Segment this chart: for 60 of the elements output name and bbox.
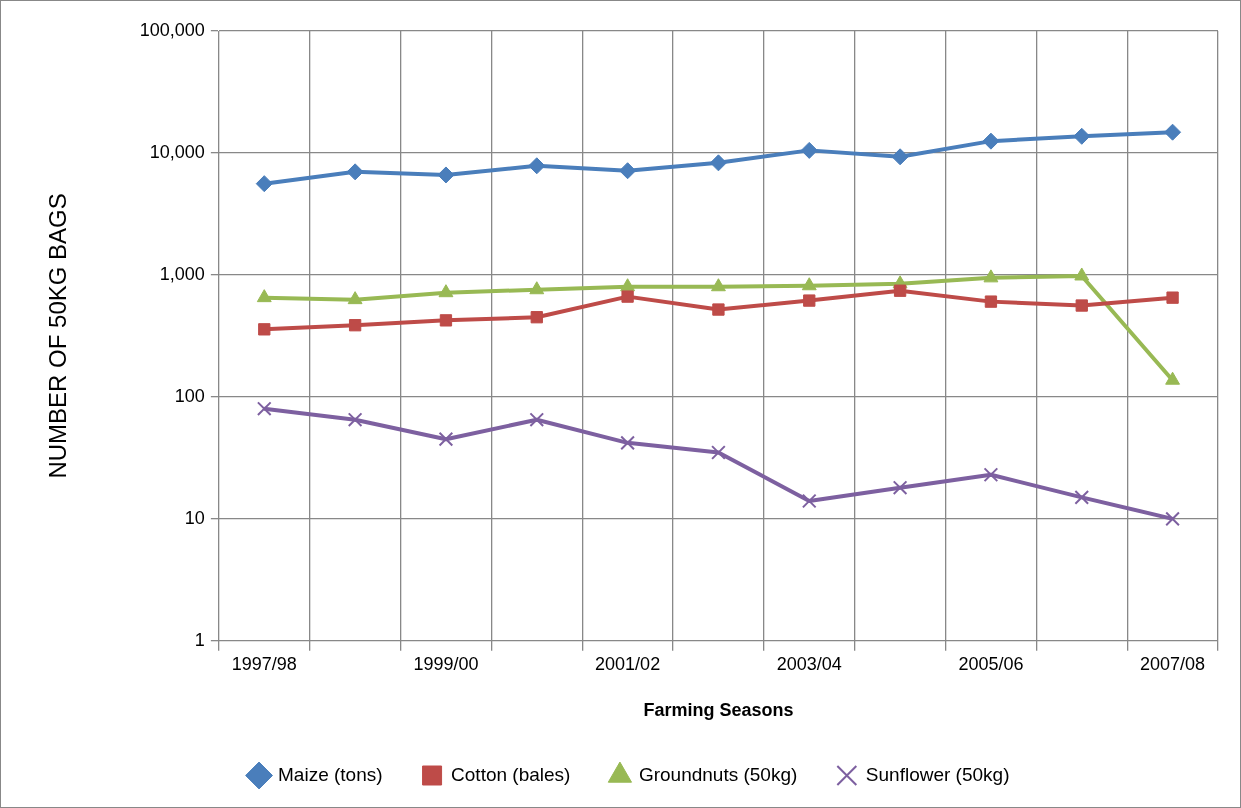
point bbox=[438, 284, 454, 298]
point bbox=[255, 175, 273, 193]
point bbox=[893, 284, 907, 297]
point bbox=[530, 311, 543, 324]
x-axis-title: Farming Seasons bbox=[643, 700, 794, 721]
point bbox=[437, 166, 455, 184]
point bbox=[801, 277, 817, 291]
point bbox=[712, 303, 725, 316]
point bbox=[621, 290, 634, 303]
point bbox=[709, 154, 727, 172]
point bbox=[620, 435, 635, 451]
point bbox=[529, 281, 545, 295]
point bbox=[346, 163, 364, 181]
point bbox=[528, 157, 546, 175]
y-tick-label: 100,000 bbox=[139, 19, 205, 40]
y-tick-label: 10,000 bbox=[149, 141, 205, 162]
point bbox=[711, 445, 726, 460]
point bbox=[1074, 267, 1090, 281]
point bbox=[800, 141, 818, 159]
y-tick-label: 100 bbox=[174, 385, 205, 406]
point bbox=[529, 412, 545, 428]
point bbox=[1075, 299, 1088, 312]
point bbox=[891, 148, 909, 166]
point bbox=[1166, 291, 1179, 304]
point bbox=[348, 319, 362, 332]
y-axis-title: NUMBER OF 50KG BAGS bbox=[44, 193, 72, 479]
point bbox=[711, 278, 726, 292]
y-tick-label: 10 bbox=[184, 507, 205, 528]
point bbox=[256, 289, 272, 303]
point bbox=[1165, 511, 1180, 527]
legend-label: Cotton (bales) bbox=[451, 763, 571, 785]
point bbox=[438, 431, 454, 447]
legend-label: Groundnuts (50kg) bbox=[638, 763, 798, 785]
legend-label: Maize (tons) bbox=[278, 763, 383, 785]
y-tick-label: 1 bbox=[194, 629, 205, 650]
point bbox=[439, 314, 453, 327]
point bbox=[258, 323, 271, 336]
x-tick-label: 2003/04 bbox=[776, 653, 842, 674]
x-tick-label: 1999/00 bbox=[413, 653, 479, 674]
point bbox=[1074, 490, 1090, 505]
point bbox=[803, 294, 816, 307]
point bbox=[1164, 123, 1182, 141]
x-tick-label: 2001/02 bbox=[595, 653, 661, 674]
y-tick-label: 1,000 bbox=[159, 263, 205, 284]
point bbox=[347, 291, 363, 305]
point bbox=[983, 269, 999, 283]
point bbox=[1073, 127, 1091, 145]
point bbox=[256, 401, 272, 417]
x-tick-label: 1997/98 bbox=[231, 653, 297, 674]
point bbox=[347, 412, 363, 428]
point bbox=[619, 162, 637, 180]
legend-label: Sunflower (50kg) bbox=[865, 763, 1010, 785]
x-tick-label: 2005/06 bbox=[958, 653, 1024, 674]
point bbox=[982, 132, 1000, 150]
point bbox=[801, 493, 817, 509]
point bbox=[983, 467, 999, 483]
point bbox=[984, 295, 998, 308]
point bbox=[892, 480, 908, 496]
x-tick-label: 2007/08 bbox=[1140, 653, 1206, 674]
point bbox=[1165, 371, 1181, 385]
